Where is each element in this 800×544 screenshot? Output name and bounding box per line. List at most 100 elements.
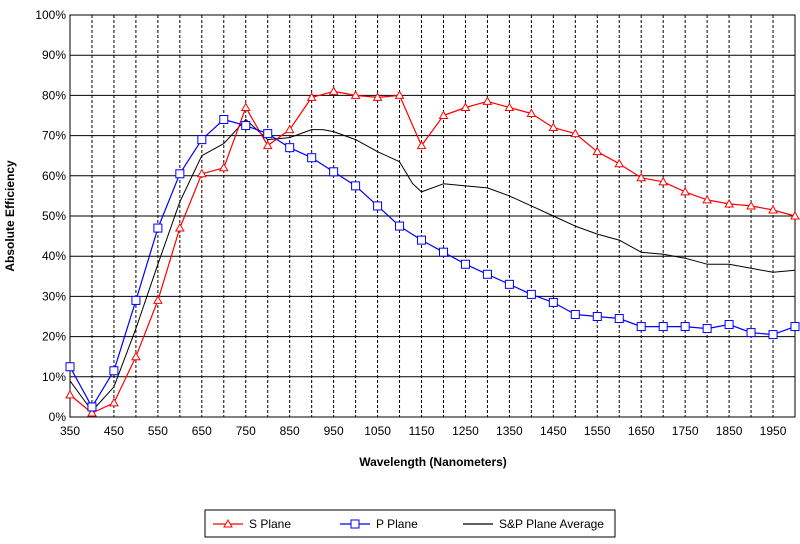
x-tick-label: 1650 (628, 424, 655, 438)
data-point-square (614, 314, 624, 324)
data-point-triangle (570, 128, 581, 138)
data-point-square (438, 247, 448, 257)
data-point-square (570, 309, 580, 319)
x-axis-ticks: 350 450 550 650 750 850 950 1050 1150 1250 1350 145… (60, 424, 787, 438)
y-tick-label: 0% (49, 410, 67, 424)
y-tick-label: 20% (42, 330, 66, 344)
data-point-square (307, 153, 317, 163)
series-line (69, 119, 796, 412)
data-point-square (482, 269, 492, 279)
data-point-square (65, 362, 75, 372)
data-point-triangle (87, 407, 97, 417)
series-s-plane (65, 86, 800, 417)
data-point-square (636, 322, 646, 332)
data-point-triangle (614, 158, 625, 168)
x-tick-label: 1250 (452, 424, 479, 438)
data-point-triangle (372, 92, 383, 101)
y-tick-label: 60% (42, 169, 66, 183)
y-tick-label: 100% (35, 8, 66, 22)
y-tick-label: 50% (42, 209, 66, 223)
data-point-triangle (504, 102, 515, 111)
legend: S Plane P Plane S&P Plane Average (204, 509, 616, 538)
data-point-square (153, 223, 163, 233)
x-tick-label: 1450 (540, 424, 567, 438)
data-point-square (548, 297, 558, 307)
grid (70, 14, 795, 418)
data-point-square (329, 167, 339, 177)
x-tick-label: 650 (192, 424, 212, 438)
legend-box (204, 509, 616, 538)
data-point-triangle (262, 140, 273, 150)
data-point-triangle (328, 86, 339, 95)
data-point-square (109, 366, 119, 376)
data-point-square (460, 259, 470, 269)
data-point-triangle (746, 200, 756, 210)
y-axis-ticks: 0% 10% 20% 30% 40% 50% 60% 70% 80% 90% 100% (35, 8, 66, 424)
data-point-triangle (65, 389, 75, 399)
data-point-triangle (394, 90, 405, 99)
y-tick-label: 80% (42, 88, 66, 102)
data-point-square (658, 322, 668, 332)
x-tick-label: 1850 (716, 424, 743, 438)
data-point-square (263, 129, 273, 139)
x-tick-label: 1750 (672, 424, 699, 438)
x-axis-title: Wavelength (Nanometers) (359, 455, 507, 469)
data-point-triangle (702, 194, 712, 204)
data-point-square (241, 121, 251, 131)
data-point-square (131, 295, 141, 305)
y-tick-label: 90% (42, 48, 66, 62)
data-point-triangle (153, 295, 163, 304)
x-tick-label: 550 (148, 424, 168, 438)
data-point-triangle (636, 172, 647, 182)
data-point-square (417, 235, 427, 245)
data-point-triangle (218, 162, 229, 172)
data-point-triangle (460, 102, 471, 111)
x-tick-label: 1550 (584, 424, 611, 438)
y-tick-label: 10% (42, 370, 66, 384)
data-point-square (504, 279, 514, 289)
legend-marker-triangle (223, 518, 233, 528)
data-point-square (790, 322, 800, 332)
data-point-triangle (680, 186, 691, 196)
data-point-square (219, 115, 229, 125)
data-point-square (395, 221, 405, 231)
y-tick-label: 70% (42, 129, 66, 143)
y-axis-title: Absolute Efficiency (3, 160, 17, 272)
x-tick-label: 850 (280, 424, 300, 438)
data-point-square (768, 330, 778, 340)
data-point-triangle (482, 96, 493, 105)
x-tick-label: 1350 (496, 424, 523, 438)
data-point-triangle (790, 210, 800, 220)
x-tick-label: 450 (104, 424, 124, 438)
data-point-triangle (284, 124, 295, 134)
data-point-square (680, 322, 690, 332)
legend-label: P Plane (376, 517, 418, 531)
data-point-triangle (174, 223, 185, 232)
data-point-triangle (526, 108, 537, 117)
data-point-triangle (350, 90, 361, 99)
data-point-triangle (416, 140, 427, 150)
series-s-p-plane-average (69, 119, 796, 412)
data-point-triangle (724, 198, 734, 208)
x-tick-label: 1150 (409, 424, 435, 438)
data-point-triangle (658, 176, 669, 186)
legend-label: S Plane (249, 517, 291, 531)
x-tick-label: 1050 (364, 424, 391, 438)
legend-label: S&P Plane Average (499, 517, 604, 531)
data-point-triangle (306, 92, 317, 101)
data-point-triangle (131, 351, 141, 361)
data-point-triangle (592, 146, 603, 156)
data-point-triangle (548, 122, 559, 132)
data-point-square (351, 181, 361, 191)
data-point-triangle (240, 102, 251, 111)
data-point-square (724, 320, 734, 330)
data-point-triangle (109, 397, 119, 407)
data-point-triangle (768, 204, 778, 214)
x-tick-label: 1950 (760, 424, 787, 438)
data-point-square (526, 289, 536, 299)
series-layer (65, 86, 800, 417)
data-point-triangle (438, 110, 449, 119)
y-tick-label: 30% (42, 289, 66, 303)
data-point-square (175, 169, 185, 179)
